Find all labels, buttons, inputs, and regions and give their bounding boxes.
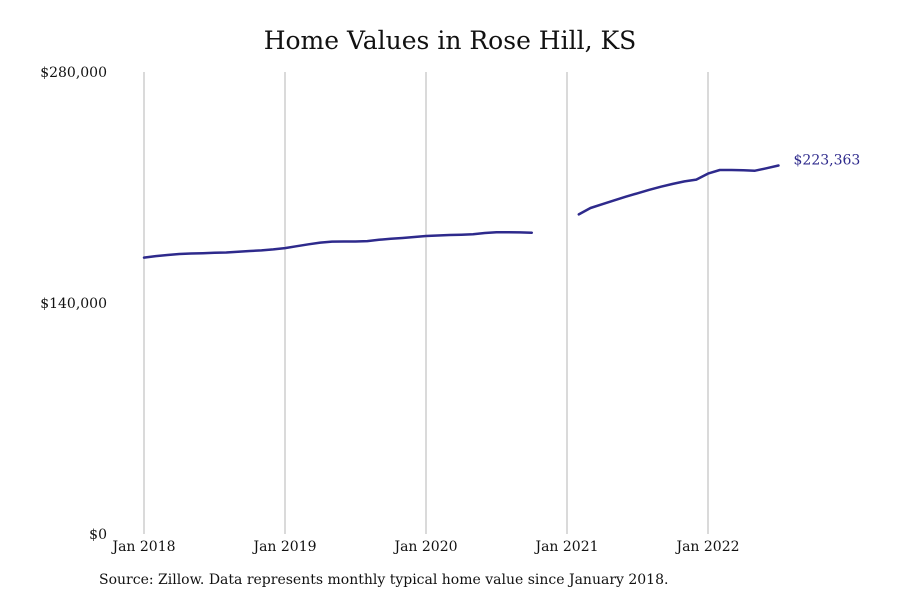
- y-tick-label: $280,000: [40, 65, 107, 81]
- y-axis-tick-labels: $0 $140,000 $280,000: [40, 65, 107, 543]
- x-tick-label: Jan 2022: [674, 539, 739, 555]
- x-tick-label: Jan 2020: [392, 539, 457, 555]
- end-value-labels: $223,363: [794, 152, 861, 168]
- series-line-segment: [142, 230, 534, 259]
- end-value-label: $223,363: [794, 152, 861, 168]
- series-line-segment: [577, 164, 780, 216]
- x-tick-label: Jan 2018: [110, 539, 175, 555]
- x-tick-label: Jan 2019: [251, 539, 316, 555]
- x-tick-label: Jan 2021: [533, 539, 598, 555]
- y-tick-label: $140,000: [40, 296, 107, 312]
- source-note: Source: Zillow. Data represents monthly …: [99, 572, 669, 588]
- vertical-gridlines: [143, 72, 709, 534]
- series-lines: [142, 164, 780, 259]
- chart-title: Home Values in Rose Hill, KS: [263, 26, 637, 55]
- y-tick-label: $0: [89, 527, 107, 543]
- x-axis-tick-labels: Jan 2018 Jan 2019 Jan 2020 Jan 2021 Jan 2022: [110, 539, 739, 555]
